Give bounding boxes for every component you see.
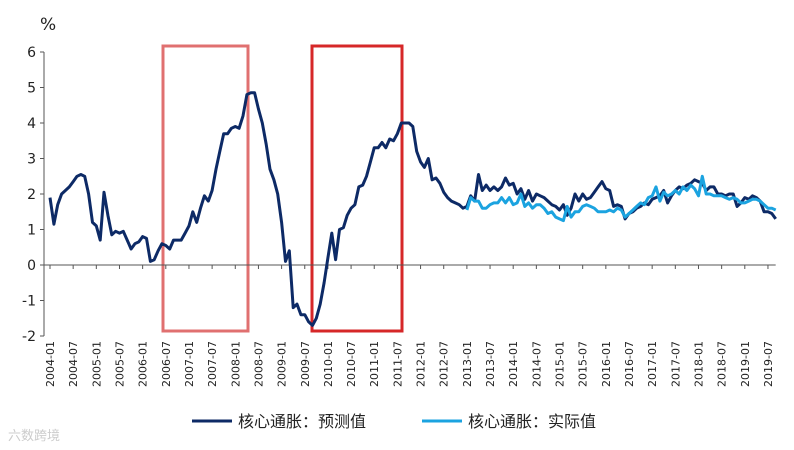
x-tick-label: 2006-07 <box>160 341 173 387</box>
legend-label: 核心通胀：实际值 <box>468 412 596 431</box>
x-tick-label: 2013-07 <box>484 341 497 387</box>
x-tick-label: 2017-07 <box>669 341 682 387</box>
y-tick-label: 6 <box>27 45 36 61</box>
highlight-box <box>310 44 404 333</box>
highlight-box <box>161 44 250 333</box>
y-tick-label: 1 <box>27 223 36 239</box>
y-tick-label: 2 <box>27 187 36 203</box>
series-line <box>465 174 777 223</box>
x-tick-label: 2008-07 <box>252 341 265 387</box>
x-tick-label: 2011-07 <box>391 341 404 387</box>
x-tick-label: 2005-01 <box>90 341 103 387</box>
watermark: 六数跨境 <box>8 429 60 444</box>
y-tick-label: 5 <box>27 81 36 97</box>
x-tick-label: 2012-07 <box>438 341 451 387</box>
y-tick-label: -1 <box>22 294 36 310</box>
y-tick-label: -2 <box>22 329 36 345</box>
x-tick-label: 2007-01 <box>183 341 196 387</box>
x-tick-label: 2011-01 <box>368 341 381 387</box>
x-tick-label: 2016-07 <box>623 341 636 387</box>
x-tick-label: 2010-01 <box>322 341 335 387</box>
x-tick-label: 2009-01 <box>276 341 289 387</box>
x-tick-label: 2008-01 <box>229 341 242 387</box>
x-tick-label: 2005-07 <box>113 341 126 387</box>
y-tick-label: 0 <box>27 258 36 274</box>
x-tick-label: 2004-07 <box>67 341 80 387</box>
x-tick-label: 2015-01 <box>554 341 567 387</box>
legend-label: 核心通胀：预测值 <box>238 412 366 431</box>
y-axis-label: % <box>40 15 56 35</box>
x-tick-label: 2014-01 <box>507 341 520 387</box>
x-tick-label: 2015-07 <box>577 341 590 387</box>
x-tick-label: 2017-01 <box>646 341 659 387</box>
x-tick-label: 2018-01 <box>692 341 705 387</box>
x-tick-label: 2004-01 <box>44 341 57 387</box>
x-tick-label: 2007-07 <box>206 341 219 387</box>
x-tick-label: 2009-07 <box>299 341 312 387</box>
x-tick-label: 2019-07 <box>762 341 775 387</box>
x-tick-label: 2018-07 <box>716 341 729 387</box>
x-tick-label: 2013-01 <box>461 341 474 387</box>
y-tick-label: 4 <box>27 116 36 132</box>
x-tick-label: 2019-01 <box>739 341 752 387</box>
y-tick-label: 3 <box>27 152 36 168</box>
x-tick-label: 2010-07 <box>345 341 358 387</box>
x-tick-label: 2014-07 <box>530 341 543 387</box>
series-line <box>48 91 777 327</box>
x-tick-label: 2016-01 <box>600 341 613 387</box>
x-tick-label: 2012-01 <box>415 341 428 387</box>
x-tick-label: 2006-01 <box>137 341 150 387</box>
